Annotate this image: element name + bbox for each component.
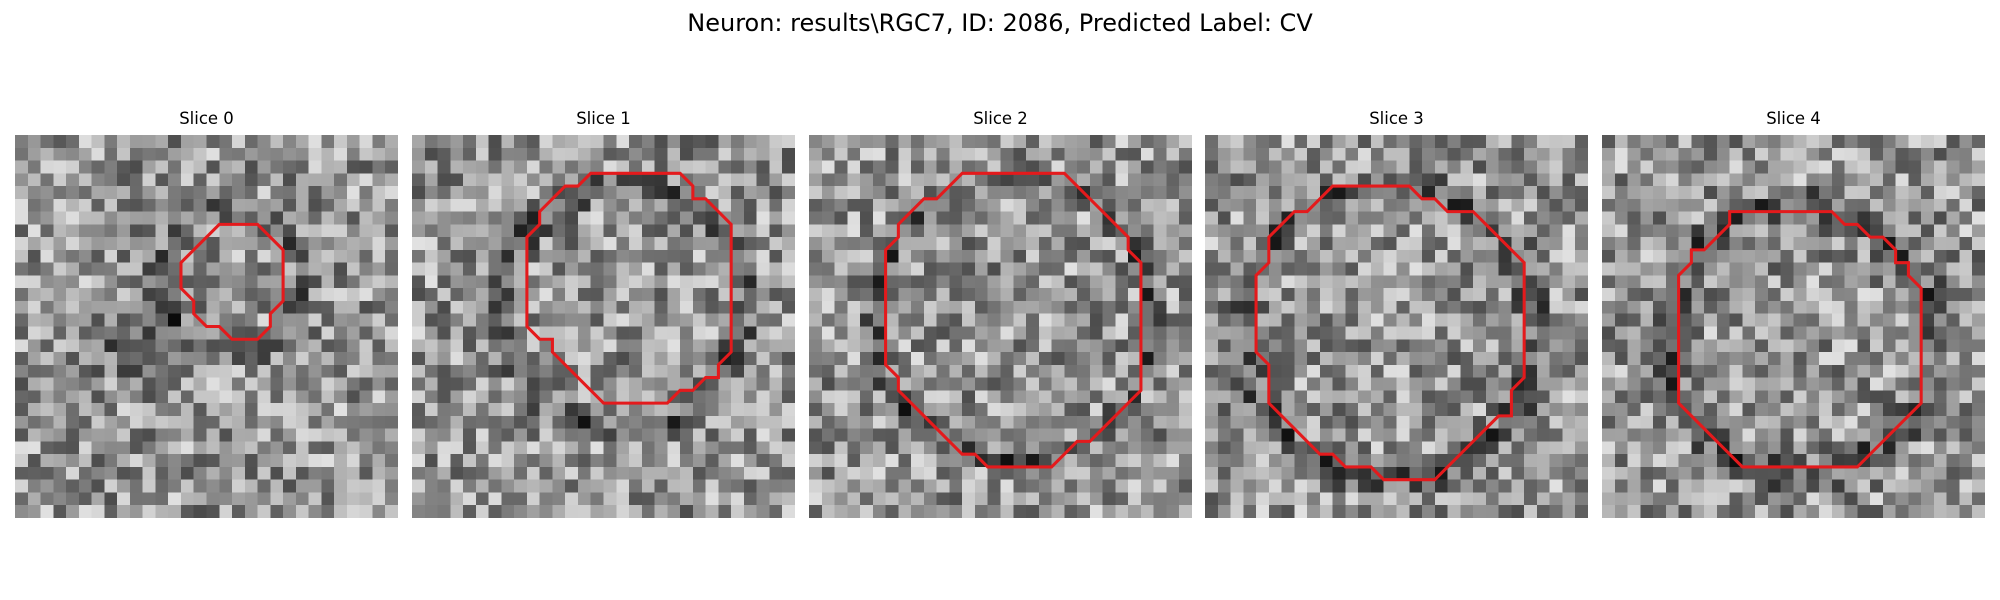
- pixel-grid-2: [809, 135, 1192, 518]
- slice-title-1: Slice 1: [576, 109, 631, 128]
- segmentation-contour-1: [525, 171, 733, 405]
- pixel-grid-0: [15, 135, 398, 518]
- slice-title-3: Slice 3: [1369, 109, 1424, 128]
- slice-title-2: Slice 2: [973, 109, 1028, 128]
- slice-image-4: [1602, 135, 1985, 518]
- slice-image-2: [809, 135, 1192, 518]
- slice-title-4: Slice 4: [1766, 109, 1821, 128]
- slice-title-0: Slice 0: [179, 109, 234, 128]
- slice-image-1: [412, 135, 795, 518]
- pixel-grid-3: [1205, 135, 1588, 518]
- segmentation-contour-3: [1254, 184, 1526, 482]
- slice-image-3: [1205, 135, 1588, 518]
- figure-title: Neuron: results\RGC7, ID: 2086, Predicte…: [687, 9, 1313, 37]
- pixel-grid-1: [412, 135, 795, 518]
- segmentation-contour-2: [884, 171, 1143, 469]
- segmentation-contour-4: [1677, 210, 1923, 469]
- slice-image-0: [15, 135, 398, 518]
- pixel-grid-4: [1602, 135, 1985, 518]
- segmentation-contour-0: [179, 222, 285, 341]
